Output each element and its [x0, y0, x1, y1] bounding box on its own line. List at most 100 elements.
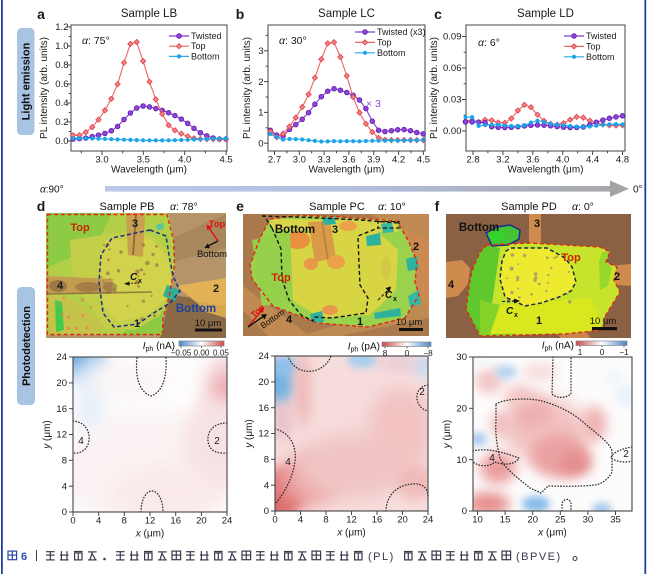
svg-text:3: 3 [258, 46, 263, 57]
svg-text:12: 12 [56, 430, 67, 441]
svg-text:3: 3 [332, 224, 338, 236]
svg-text:Bottom: Bottom [459, 222, 499, 234]
svg-text:20: 20 [258, 377, 269, 388]
svg-text:Wavelength (μm): Wavelength (μm) [508, 165, 584, 176]
svg-text:1: 1 [357, 316, 363, 328]
svg-text:3.6: 3.6 [526, 155, 539, 166]
svg-text:4.8: 4.8 [616, 155, 629, 166]
svg-text:0.8: 0.8 [55, 60, 68, 71]
svg-text:4: 4 [298, 515, 303, 526]
svg-text:30: 30 [456, 352, 467, 363]
svg-text:0: 0 [462, 506, 467, 517]
svg-text:Top: Top [191, 41, 206, 51]
svg-text:−1: −1 [619, 348, 629, 357]
svg-text:0.4: 0.4 [55, 98, 68, 109]
svg-text:12: 12 [145, 516, 156, 527]
svg-text:x: x [138, 278, 142, 285]
svg-text:4.2: 4.2 [392, 155, 405, 166]
svg-text:3.0: 3.0 [95, 155, 108, 166]
svg-text:4.5: 4.5 [417, 155, 430, 166]
svg-text:f: f [435, 198, 440, 214]
svg-text:Sample LC: Sample LC [318, 8, 375, 20]
svg-text:8: 8 [264, 455, 269, 466]
svg-text:35: 35 [610, 515, 621, 526]
svg-text:3.0: 3.0 [293, 155, 306, 166]
svg-text:20: 20 [527, 515, 538, 526]
svg-text:4: 4 [285, 457, 291, 468]
svg-text:α: 75°: α: 75° [82, 35, 110, 47]
svg-text:Top: Top [377, 37, 392, 47]
svg-text:4: 4 [57, 280, 64, 292]
svg-text:24: 24 [56, 352, 67, 363]
svg-text:0: 0 [405, 349, 410, 358]
svg-text:1.2: 1.2 [55, 22, 68, 33]
svg-text:0: 0 [258, 138, 263, 149]
svg-text:24: 24 [258, 351, 269, 362]
svg-text:6: 6 [21, 551, 27, 563]
svg-text:α: 6°: α: 6° [478, 37, 500, 49]
svg-text:2: 2 [213, 283, 219, 295]
svg-text:(BPVE): (BPVE) [516, 551, 562, 563]
svg-text:12: 12 [258, 429, 269, 440]
svg-text:α: 78°: α: 78° [170, 201, 198, 213]
svg-text:4.0: 4.0 [178, 155, 191, 166]
svg-text:4: 4 [286, 314, 293, 326]
svg-text:PL intensity (arb. units): PL intensity (arb. units) [429, 37, 440, 139]
svg-text:15: 15 [500, 515, 511, 526]
svg-text:y (μm): y (μm) [42, 420, 53, 450]
svg-text:16: 16 [170, 516, 181, 527]
svg-text:y (μm): y (μm) [244, 419, 255, 449]
svg-text:α: 10°: α: 10° [378, 201, 406, 213]
svg-text:8: 8 [62, 456, 67, 467]
svg-text:Sample PD: Sample PD [501, 201, 557, 213]
svg-text:Top: Top [586, 41, 601, 51]
svg-text:C: C [130, 272, 138, 283]
svg-text:d: d [37, 198, 46, 214]
svg-text:4: 4 [78, 436, 84, 447]
svg-text:a: a [37, 6, 45, 22]
svg-text:1: 1 [134, 318, 140, 330]
svg-text:Bottom: Bottom [176, 303, 216, 315]
svg-text:20: 20 [456, 404, 467, 415]
svg-text:1: 1 [536, 315, 542, 327]
svg-text:4.4: 4.4 [586, 155, 599, 166]
svg-text:16: 16 [56, 404, 67, 415]
svg-text:3.5: 3.5 [137, 155, 150, 166]
svg-text:24: 24 [423, 515, 434, 526]
svg-text:Sample LB: Sample LB [121, 8, 178, 20]
svg-text:3.3: 3.3 [317, 155, 330, 166]
svg-text:20: 20 [56, 378, 67, 389]
svg-text:Twisted (x3): Twisted (x3) [377, 27, 426, 37]
svg-text:24: 24 [222, 516, 233, 527]
svg-text:10: 10 [472, 515, 483, 526]
svg-text:−0.05: −0.05 [171, 349, 192, 358]
svg-text:0: 0 [70, 516, 75, 527]
svg-text:10 μm: 10 μm [195, 318, 222, 329]
svg-text:10 μm: 10 μm [590, 316, 617, 327]
svg-text:Wavelength (μm): Wavelength (μm) [111, 165, 187, 176]
svg-text:Bottom: Bottom [275, 224, 315, 236]
svg-text:4: 4 [448, 279, 455, 291]
svg-text:Sample PB: Sample PB [99, 201, 154, 213]
svg-text:3: 3 [534, 218, 540, 230]
svg-text:0.2: 0.2 [55, 117, 68, 128]
svg-text:x: x [393, 296, 397, 303]
svg-text:0.03: 0.03 [443, 95, 462, 106]
svg-text:12: 12 [346, 515, 357, 526]
svg-text:2.8: 2.8 [466, 155, 479, 166]
svg-text:0.6: 0.6 [55, 79, 68, 90]
svg-text:0: 0 [62, 507, 67, 518]
svg-text:4.0: 4.0 [556, 155, 569, 166]
svg-text:0.0: 0.0 [55, 136, 68, 147]
svg-text:Photodetection: Photodetection [21, 306, 33, 386]
svg-text:2: 2 [258, 77, 263, 88]
svg-text:3.6: 3.6 [342, 155, 355, 166]
svg-text:4: 4 [489, 453, 495, 464]
svg-text:Top: Top [271, 272, 291, 284]
svg-text:Bottom: Bottom [377, 48, 406, 58]
svg-text:0.00: 0.00 [194, 349, 210, 358]
svg-text:Top: Top [561, 252, 581, 264]
svg-text:Bottom: Bottom [197, 249, 227, 260]
svg-text:C: C [385, 290, 393, 301]
svg-text:0.06: 0.06 [443, 63, 462, 74]
